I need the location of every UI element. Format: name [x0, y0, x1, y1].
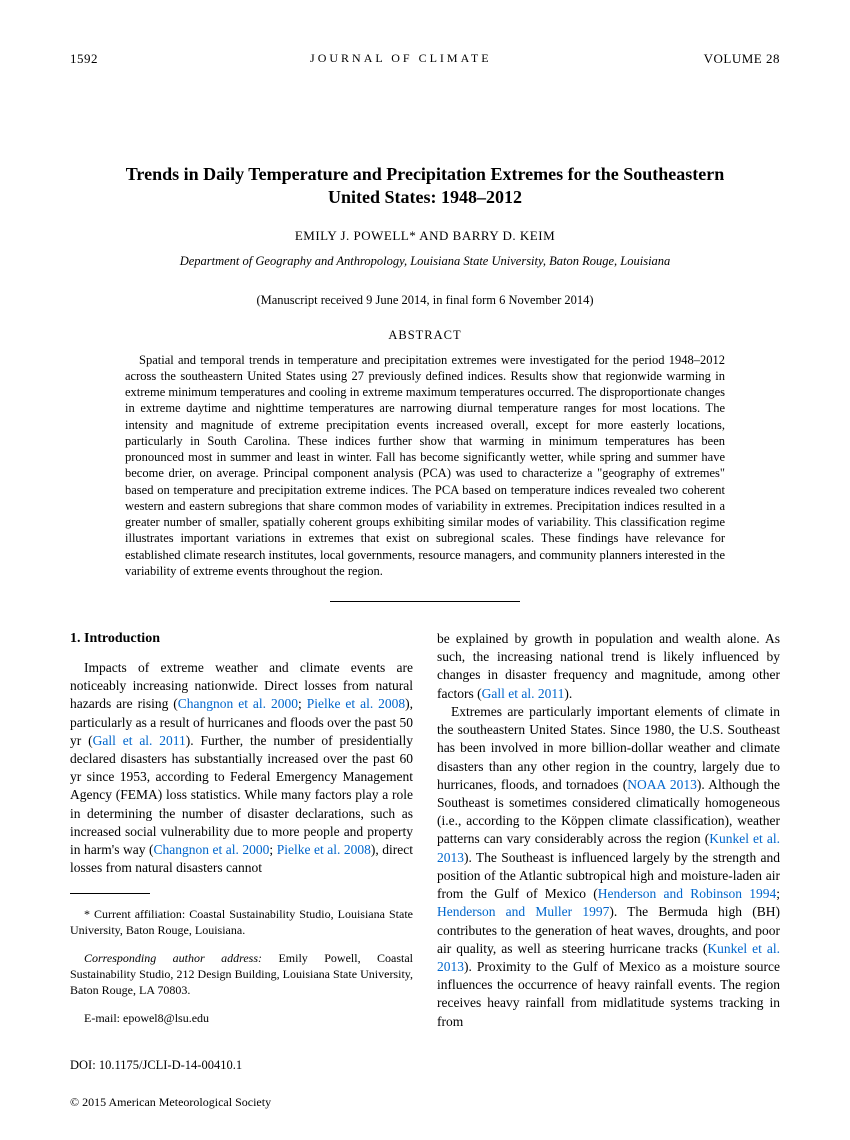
- doi: DOI: 10.1175/JCLI-D-14-00410.1: [70, 1057, 780, 1074]
- manuscript-dates: (Manuscript received 9 June 2014, in fin…: [70, 292, 780, 309]
- affiliation: Department of Geography and Anthropology…: [70, 253, 780, 270]
- abstract-heading: ABSTRACT: [70, 327, 780, 344]
- page-number: 1592: [70, 50, 98, 68]
- journal-name: JOURNAL OF CLIMATE: [310, 50, 492, 68]
- section-divider: [330, 601, 520, 602]
- right-column: be explained by growth in population and…: [437, 630, 780, 1039]
- intro-paragraph-1-cont: be explained by growth in population and…: [437, 630, 780, 703]
- footnote-divider: [70, 893, 150, 894]
- citation-link[interactable]: Changnon et al. 2000: [178, 696, 298, 711]
- citation-link[interactable]: Changnon et al. 2000: [153, 842, 269, 857]
- citation-link[interactable]: Gall et al. 2011: [93, 733, 186, 748]
- author-footnote: * Current affiliation: Coastal Sustainab…: [70, 906, 413, 938]
- abstract-text: Spatial and temporal trends in temperatu…: [125, 352, 725, 580]
- article-title: Trends in Daily Temperature and Precipit…: [100, 163, 750, 210]
- citation-link[interactable]: Henderson and Robinson 1994: [598, 886, 777, 901]
- intro-paragraph-1: Impacts of extreme weather and climate e…: [70, 659, 413, 878]
- corresponding-author: Corresponding author address: Emily Powe…: [70, 950, 413, 999]
- left-column: 1. Introduction Impacts of extreme weath…: [70, 630, 413, 1039]
- citation-link[interactable]: Gall et al. 2011: [482, 686, 565, 701]
- body-columns: 1. Introduction Impacts of extreme weath…: [70, 630, 780, 1039]
- intro-paragraph-2: Extremes are particularly important elem…: [437, 703, 780, 1031]
- citation-link[interactable]: NOAA 2013: [627, 777, 697, 792]
- section-heading: 1. Introduction: [70, 630, 413, 649]
- volume-label: VOLUME 28: [704, 50, 780, 68]
- citation-link[interactable]: Pielke et al. 2008: [277, 842, 371, 857]
- running-header: 1592 JOURNAL OF CLIMATE VOLUME 28: [70, 50, 780, 68]
- citation-link[interactable]: Henderson and Muller 1997: [437, 904, 609, 919]
- citation-link[interactable]: Pielke et al. 2008: [307, 696, 405, 711]
- corresponding-label: Corresponding author address:: [84, 951, 262, 965]
- author-email: E-mail: epowel8@lsu.edu: [70, 1010, 413, 1026]
- copyright: © 2015 American Meteorological Society: [70, 1094, 780, 1110]
- authors: EMILY J. POWELL* AND BARRY D. KEIM: [70, 227, 780, 245]
